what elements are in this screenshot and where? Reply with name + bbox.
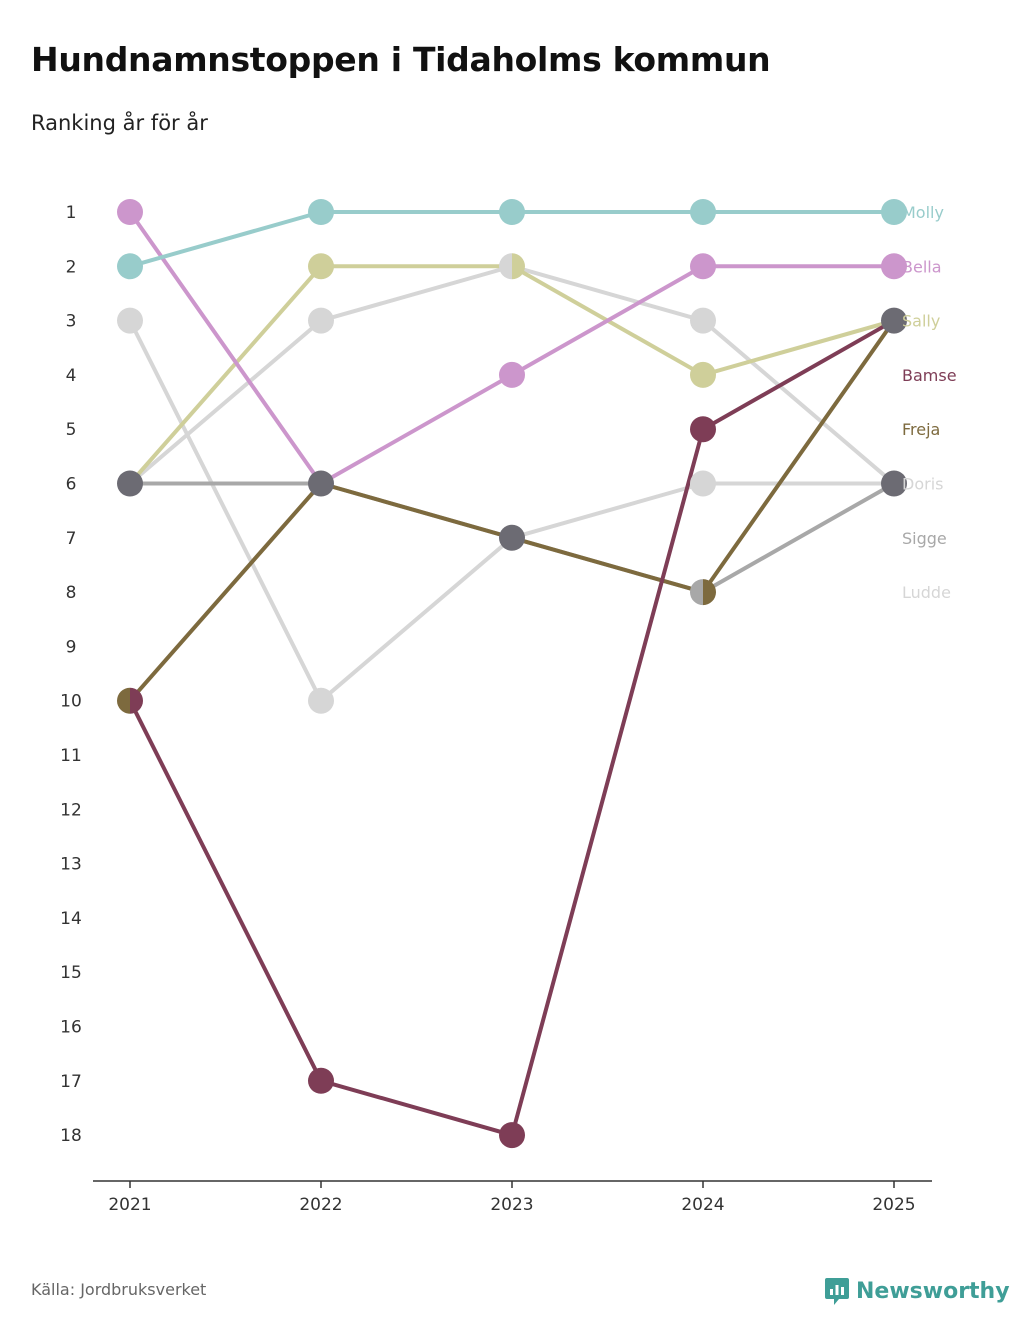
y-tick-label: 11: [60, 746, 82, 766]
marker-2021-rank-2: [117, 253, 143, 280]
y-tick-label: 14: [60, 909, 82, 929]
end-label-sigge: Sigge: [902, 529, 947, 548]
x-tick-label: 2025: [872, 1195, 915, 1215]
marker-2024-rank-3: [690, 307, 716, 334]
marker-2024-rank-6: [690, 470, 716, 497]
marker-2022-rank-3: [308, 307, 334, 334]
y-tick-label: 17: [60, 1072, 82, 1092]
x-tick-label: 2024: [681, 1195, 724, 1215]
x-tick-label: 2022: [299, 1195, 342, 1215]
chart-subtitle: Ranking år för år: [31, 111, 208, 135]
marker-2025-rank-3-shared: [881, 307, 907, 334]
marker-2024-rank-5: [690, 416, 716, 443]
y-tick-label: 3: [66, 312, 77, 332]
marker-2022-rank-10: [308, 687, 334, 714]
marker-2023-rank-4: [499, 361, 525, 388]
x-axis: 2021 2022 2023 2024 2025: [93, 1180, 932, 1215]
marker-2023-rank-2-right-half: [512, 253, 525, 280]
series-line-bamse: [128, 318, 896, 1138]
end-label-freja: Freja: [902, 420, 940, 439]
marker-2024-rank-8-right-half: [703, 579, 716, 606]
series-markers: [117, 199, 907, 1149]
y-tick-label: 4: [66, 366, 77, 386]
y-tick-label: 5: [66, 420, 77, 440]
y-tick-label: 18: [60, 1126, 82, 1146]
y-tick-label: 7: [66, 529, 77, 549]
marker-2021-rank-10-left-half: [117, 687, 130, 714]
series-lines: [128, 210, 896, 1138]
marker-2023-rank-7-shared: [499, 524, 525, 551]
series-line-bella: [128, 210, 896, 486]
y-tick-label: 16: [60, 1018, 82, 1038]
marker-2024-rank-8-left-half: [690, 579, 703, 606]
marker-2025-rank-6-shared: [881, 470, 907, 497]
y-tick-label: 9: [66, 637, 77, 657]
marker-2024-rank-1: [690, 199, 716, 225]
brand-name: Newsworthy: [856, 1278, 1010, 1304]
end-label-bella: Bella: [902, 257, 942, 276]
marker-2021-rank-1: [117, 199, 143, 225]
series-end-labels: Molly Bella Sally Bamse Freja Doris Sigge Ludde: [902, 203, 957, 602]
marker-2021-rank-3: [117, 307, 143, 334]
marker-2023-rank-1: [499, 199, 525, 225]
chart-title: Hundnamnstoppen i Tidaholms kommun: [31, 40, 771, 79]
marker-2023-rank-18: [499, 1122, 525, 1149]
marker-2022-rank-2: [308, 253, 334, 280]
marker-2022-rank-1: [308, 199, 334, 225]
x-tick-label: 2021: [108, 1195, 151, 1215]
marker-2025-rank-1: [881, 199, 907, 225]
y-tick-label: 1: [66, 203, 77, 223]
y-tick-label: 2: [66, 257, 77, 277]
y-tick-label: 8: [66, 583, 77, 603]
source-note: Källa: Jordbruksverket: [31, 1280, 207, 1299]
marker-2023-rank-2-left-half: [499, 253, 512, 280]
marker-2024-rank-2: [690, 253, 716, 280]
marker-2021-rank-6-shared: [117, 470, 143, 497]
end-label-ludde: Ludde: [902, 583, 951, 602]
end-label-bamse: Bamse: [902, 366, 957, 385]
y-tick-label: 6: [66, 475, 77, 495]
end-label-molly: Molly: [902, 203, 944, 222]
y-tick-label: 13: [60, 855, 82, 875]
y-tick-label: 12: [60, 800, 82, 820]
y-tick-label: 10: [60, 692, 82, 712]
end-label-doris: Doris: [902, 475, 943, 494]
marker-2022-rank-17: [308, 1067, 334, 1094]
marker-2025-rank-2: [881, 253, 907, 280]
end-label-sally: Sally: [902, 312, 940, 331]
x-tick-label: 2023: [490, 1195, 533, 1215]
newsworthy-logo-icon: [825, 1278, 849, 1305]
marker-2022-rank-6-shared: [308, 470, 334, 497]
brand-logo: Newsworthy: [824, 1276, 1010, 1306]
y-tick-label: 15: [60, 963, 82, 983]
marker-2024-rank-4: [690, 361, 716, 388]
marker-2021-rank-10-right-half: [130, 687, 143, 714]
